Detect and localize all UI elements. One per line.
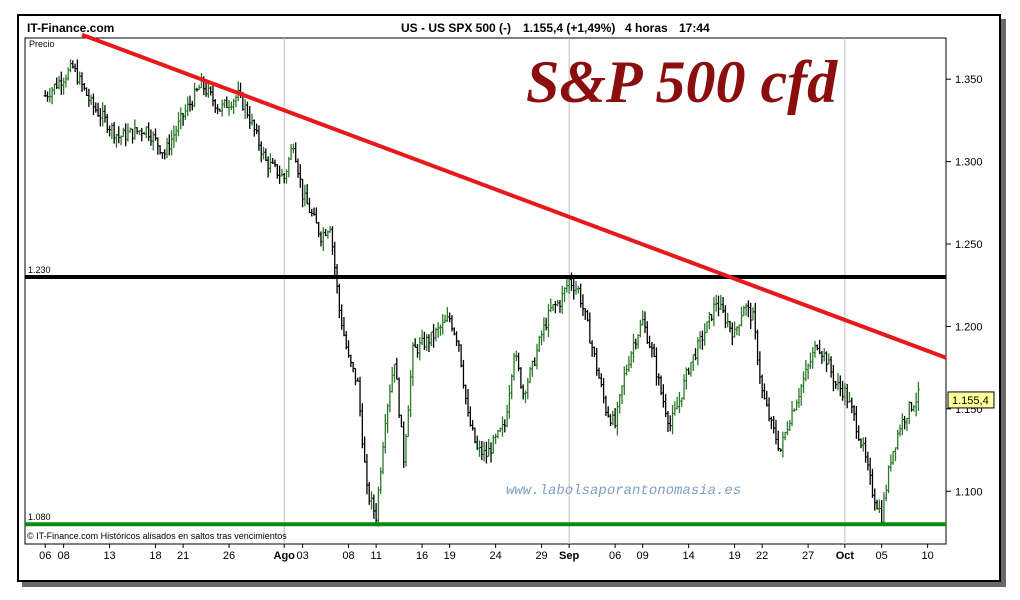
x-tick-label: 24 — [489, 550, 501, 562]
x-tick-label: 09 — [637, 550, 649, 562]
timeframe: 4 horas — [625, 21, 668, 35]
x-tick-label: Sep — [559, 550, 579, 562]
x-tick-label: 05 — [876, 550, 888, 562]
x-tick-label: 16 — [416, 550, 428, 562]
y-tick-label: 1.300 — [955, 157, 983, 169]
x-tick-label: 08 — [57, 550, 69, 562]
x-tick-label: Oct — [836, 550, 855, 562]
x-tick-label: 22 — [756, 550, 768, 562]
y-tick-label: 1.250 — [955, 239, 983, 251]
timestamp: 17:44 — [679, 21, 710, 35]
x-tick-label: 18 — [149, 550, 161, 562]
watermark-text: www.labolsaporantonomasia.es — [506, 483, 741, 499]
x-tick-label: 19 — [444, 550, 456, 562]
x-tick-label: 08 — [342, 550, 354, 562]
x-tick-label: 14 — [683, 550, 695, 562]
resistance-label: 1.230 — [28, 265, 51, 275]
x-tick-label: Ago — [274, 550, 296, 562]
y-tick-label: 1.100 — [955, 486, 983, 498]
price-chart: www.labolsaporantonomasia.es S&P 500 cfd… — [24, 32, 995, 562]
x-tick-label: 11 — [370, 550, 381, 562]
support-label: 1.080 — [28, 512, 51, 522]
x-tick-label: 13 — [103, 550, 115, 562]
x-tick-label: 27 — [802, 550, 814, 562]
x-axis: 06 08 13 18 21 26 Ago 03 08 11 16 19 24 29 Sep 06 09 14 19… — [39, 544, 934, 562]
current-price: 1.155,4 (+1,49%) — [523, 21, 616, 35]
x-tick-label: 03 — [296, 550, 308, 562]
x-tick-label: 10 — [921, 550, 933, 562]
x-tick-label: 19 — [728, 550, 740, 562]
y-tick-label: 1.200 — [955, 321, 983, 333]
y-tick-label: 1.350 — [955, 74, 983, 86]
horizontal-levels: 1.230 1.080 — [25, 265, 946, 527]
last-price-box — [947, 391, 995, 409]
trendline — [81, 32, 947, 360]
instrument-name: US - US SPX 500 (-) — [401, 21, 512, 35]
last-price-label: 1.155,4 — [952, 395, 989, 407]
y-axis-label: Precio — [29, 39, 55, 49]
chart-frame: www.labolsaporantonomasia.es S&P 500 cfd… — [17, 14, 1001, 582]
trendline-group — [81, 32, 947, 360]
x-tick-label: 21 — [177, 550, 189, 562]
price-bars — [43, 59, 920, 527]
brand-name: IT-Finance.com — [27, 21, 115, 35]
chart-title: S&P 500 cfd — [526, 49, 838, 115]
x-tick-label: 06 — [39, 550, 51, 562]
x-tick-label: 06 — [609, 550, 621, 562]
x-tick-label: 26 — [223, 550, 235, 562]
x-tick-label: 29 — [535, 550, 547, 562]
footer-copyright: © IT-Finance.com Históricos alisados en … — [27, 531, 287, 541]
